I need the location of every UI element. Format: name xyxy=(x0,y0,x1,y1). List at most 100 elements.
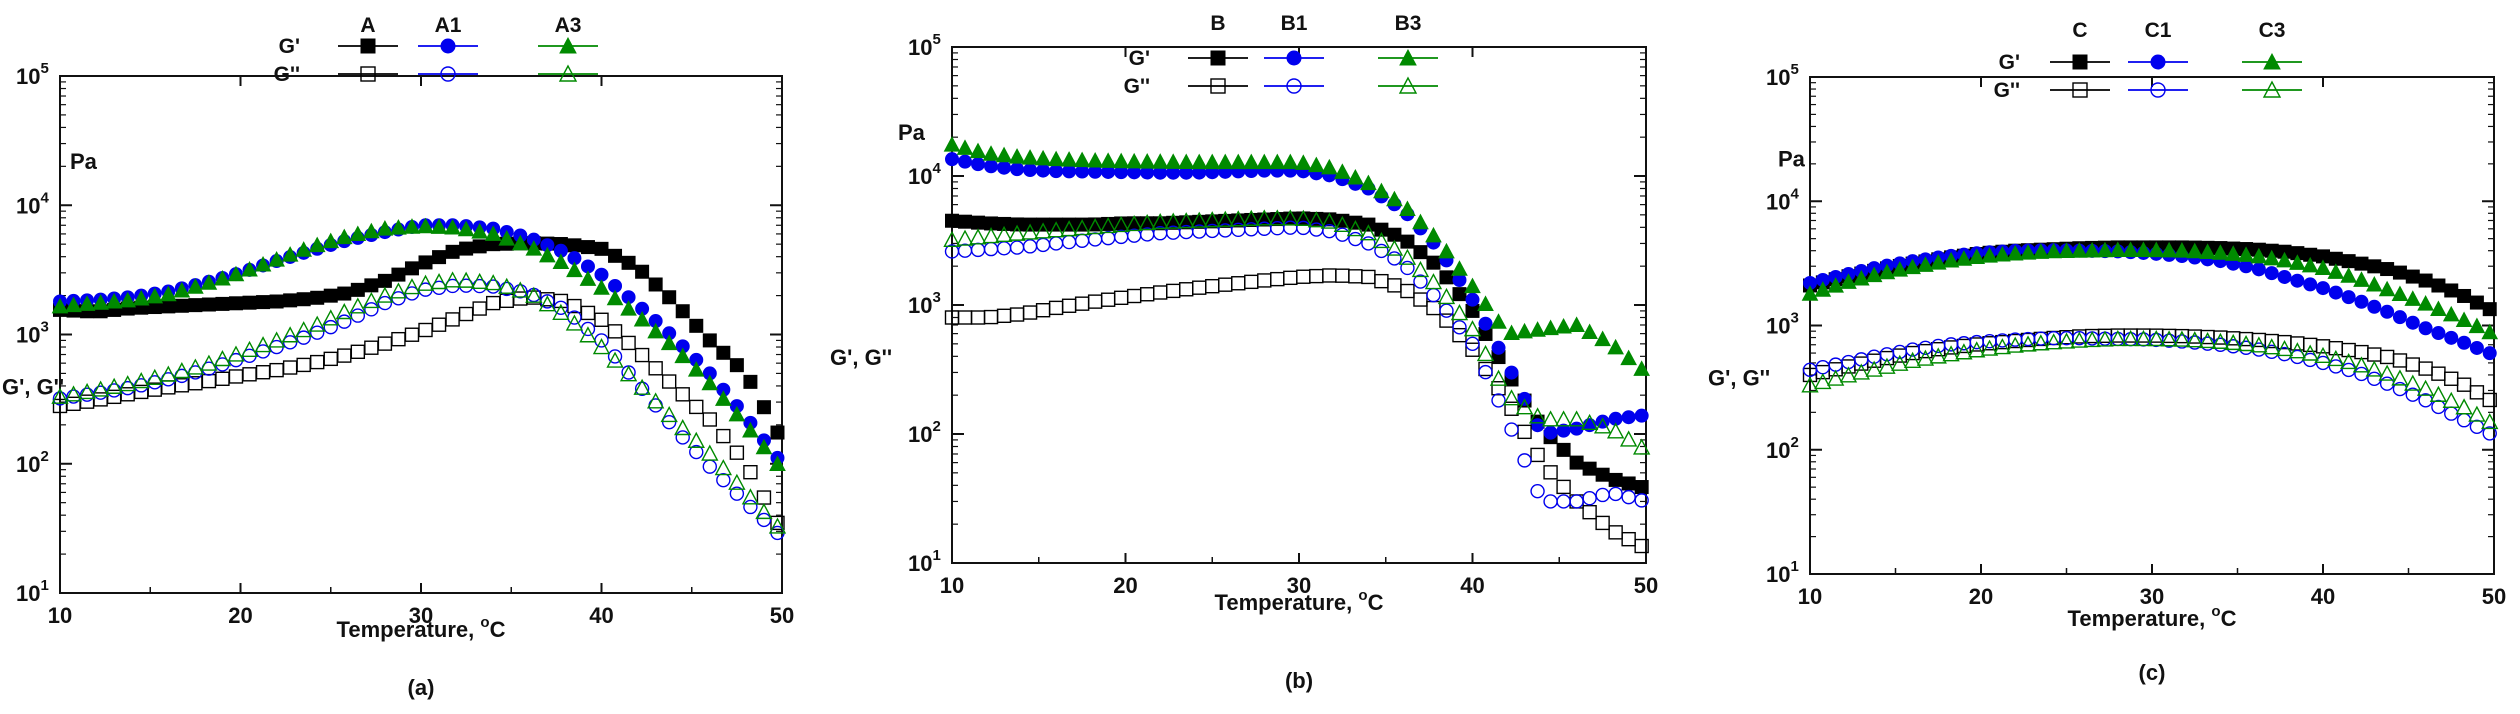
series-c-g- xyxy=(1802,328,2497,408)
data-point xyxy=(1595,467,1610,482)
y-tick-label: 104 xyxy=(1766,185,1799,214)
series-b-g- xyxy=(944,268,1649,554)
data-point xyxy=(2430,300,2447,316)
data-point xyxy=(404,327,420,342)
data-point xyxy=(1385,239,1404,256)
data-point xyxy=(1620,349,1637,366)
data-point xyxy=(1980,339,1999,356)
data-point xyxy=(689,444,704,460)
data-point xyxy=(1205,278,1220,294)
data-point xyxy=(432,250,447,265)
data-point xyxy=(498,277,516,294)
data-point xyxy=(1555,317,1572,334)
data-point xyxy=(147,382,162,397)
data-point xyxy=(1554,410,1573,427)
data-point xyxy=(2109,241,2127,258)
data-point xyxy=(242,295,257,310)
data-point xyxy=(1993,338,2012,355)
data-point xyxy=(1229,210,1247,227)
data-point xyxy=(391,331,406,347)
data-point xyxy=(2211,332,2230,349)
data-point xyxy=(1216,153,1234,170)
data-point xyxy=(621,335,636,351)
data-point xyxy=(1569,455,1584,470)
data-point xyxy=(2160,330,2178,347)
series-a3-g- xyxy=(51,217,786,472)
data-point xyxy=(296,292,311,307)
data-point xyxy=(1049,217,1064,232)
data-point xyxy=(200,274,218,290)
data-point xyxy=(1244,274,1259,290)
data-point xyxy=(52,391,68,406)
data-point xyxy=(661,374,677,389)
data-point xyxy=(1607,338,1624,355)
data-point xyxy=(592,338,611,355)
data-point xyxy=(377,336,393,351)
data-point xyxy=(1528,407,1547,424)
data-point xyxy=(322,232,340,249)
data-point xyxy=(2417,295,2434,311)
data-point xyxy=(567,238,582,253)
data-point xyxy=(1021,223,1039,240)
data-point xyxy=(416,274,435,291)
data-point xyxy=(2354,256,2369,271)
data-point xyxy=(1257,273,1272,288)
data-point xyxy=(200,354,218,371)
series-b1-g- xyxy=(945,152,1649,440)
data-point xyxy=(1582,491,1597,506)
legend-row-label: G'' xyxy=(274,63,300,86)
data-point xyxy=(2224,245,2242,261)
data-point xyxy=(2109,329,2127,347)
data-point xyxy=(594,312,609,327)
data-point xyxy=(2134,329,2153,347)
legend: A A1 A3 G' G'' xyxy=(274,14,598,86)
data-point xyxy=(2328,359,2344,374)
data-point xyxy=(1061,298,1077,313)
data-point xyxy=(2367,347,2382,362)
data-point xyxy=(1112,215,1130,233)
data-point xyxy=(2469,419,2485,435)
data-point xyxy=(1281,153,1299,170)
data-point xyxy=(1942,345,1960,362)
data-point xyxy=(756,490,772,505)
data-point xyxy=(2481,412,2499,430)
data-point xyxy=(296,357,311,373)
data-point xyxy=(1151,213,1169,230)
data-point xyxy=(337,286,352,301)
data-point xyxy=(241,260,258,277)
data-point xyxy=(51,297,69,314)
data-point xyxy=(2469,340,2484,355)
data-point xyxy=(756,400,771,415)
x-axis-label: Temperature, oC xyxy=(2068,603,2237,631)
legend-column-header: B3 xyxy=(1395,12,1422,35)
data-point xyxy=(187,278,204,294)
x-tick-label: 10 xyxy=(1798,584,1822,609)
data-point xyxy=(1634,538,1649,554)
data-point xyxy=(310,354,325,370)
data-point xyxy=(1903,351,1922,368)
data-point xyxy=(943,136,961,152)
data-point xyxy=(2314,346,2332,364)
data-point xyxy=(227,265,245,282)
data-point xyxy=(1190,211,1208,228)
data-point xyxy=(1021,149,1039,165)
data-point xyxy=(91,380,110,397)
data-point xyxy=(499,293,514,309)
data-point xyxy=(1504,422,1519,437)
data-point xyxy=(363,222,380,239)
data-point xyxy=(1139,287,1155,302)
data-point xyxy=(674,419,692,436)
data-point xyxy=(1062,164,1077,179)
data-point xyxy=(1968,248,1986,264)
data-point xyxy=(715,390,732,406)
data-point xyxy=(2468,317,2486,334)
data-point xyxy=(1374,273,1389,289)
x-tick-label: 50 xyxy=(2482,584,2506,609)
data-point xyxy=(1296,269,1311,284)
data-point xyxy=(660,334,678,351)
data-point xyxy=(2070,242,2088,258)
data-point xyxy=(201,297,216,312)
data-point xyxy=(716,345,731,360)
data-point xyxy=(1074,296,1090,311)
data-point xyxy=(1463,320,1482,337)
